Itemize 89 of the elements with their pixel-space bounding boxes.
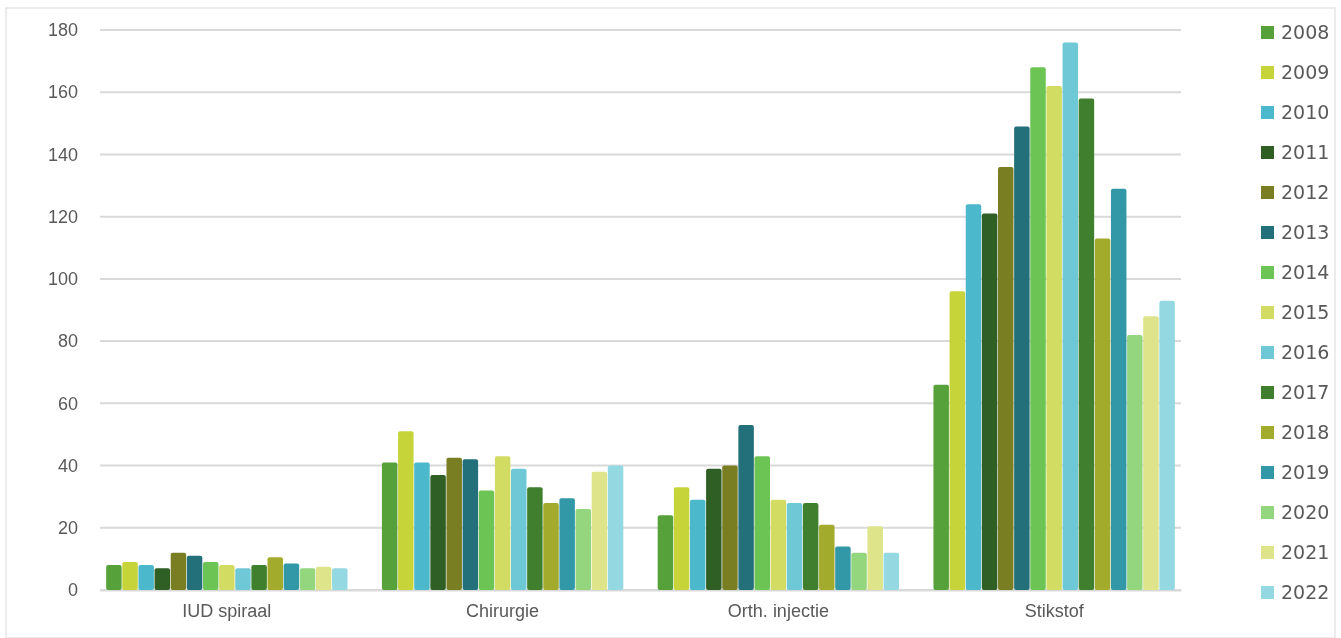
y-tick-label: 120 [47,206,78,227]
legend-label: 2015 [1281,301,1330,323]
legend-label: 2011 [1281,141,1330,163]
bar [1110,188,1127,590]
bar [1127,334,1143,590]
bar [138,565,154,590]
bar [511,468,527,590]
legend-label: 2017 [1281,381,1330,403]
legend-label: 2013 [1281,221,1330,243]
bar [819,524,835,590]
bar [607,465,624,590]
bar [981,213,998,590]
bar [754,456,770,590]
y-tick-label: 180 [47,20,78,41]
legend-label: 2016 [1281,341,1330,363]
bar [267,557,283,590]
bar [559,498,575,590]
y-tick-label: 100 [47,269,78,290]
bar [883,552,900,590]
bar [202,562,219,590]
legend-label: 2014 [1281,261,1330,283]
legend-label: 2008 [1281,21,1330,43]
bar [657,515,674,590]
bar [1143,316,1159,590]
bar [251,565,267,590]
y-tick-label: 20 [57,518,78,539]
y-tick-label: 80 [57,331,78,352]
legend-label: 2019 [1281,461,1330,483]
bar [186,555,203,590]
bar [1014,126,1030,590]
bar [575,509,592,590]
bar [235,568,251,590]
bar [543,502,559,590]
bar [430,474,446,590]
x-tick-label: Chirurgie [466,600,540,621]
bar [802,502,819,590]
legend-label: 2022 [1281,581,1330,603]
bar [786,502,803,590]
bar [478,490,495,590]
bar [738,425,754,590]
bar [1159,300,1175,590]
bar [770,499,787,590]
legend-label: 2012 [1281,181,1330,203]
bar [398,431,414,590]
bar [1094,238,1111,590]
bar [722,465,738,590]
bar [299,568,316,590]
bar [446,457,462,590]
bar [122,562,138,590]
legend-label: 2009 [1281,61,1330,83]
bar [851,552,867,590]
bar [219,565,235,590]
bar [673,487,690,590]
bar [965,204,982,590]
bar [835,546,851,590]
bar [1030,67,1046,590]
bar [867,526,883,590]
bar [414,462,430,590]
bar [315,566,332,590]
legend-label: 2020 [1281,501,1330,523]
bar [998,166,1014,590]
x-tick-label: Stikstof [1024,600,1085,621]
legend-label: 2018 [1281,421,1330,443]
bar [332,568,348,590]
y-tick-label: 140 [47,144,78,165]
bar [106,565,122,590]
bar [706,468,722,590]
bar [494,456,511,590]
legend-label: 2021 [1281,541,1330,563]
bar [591,471,608,590]
y-tick-label: 40 [57,455,78,476]
y-tick-label: 0 [67,580,78,601]
bar [170,552,187,590]
bar [462,459,479,590]
bar [1046,86,1062,590]
bar [933,384,949,590]
bar [1062,42,1079,590]
bar [527,487,543,590]
y-tick-label: 160 [47,82,78,103]
bar [1078,98,1095,590]
bar [949,291,966,590]
bar [154,568,171,590]
y-tick-label: 60 [57,393,78,414]
bar [381,462,398,590]
x-tick-label: IUD spiraal [182,600,272,621]
legend-label: 2010 [1281,101,1330,123]
bar [689,499,706,590]
bar [283,563,300,590]
x-tick-label: Orth. injectie [727,600,829,621]
